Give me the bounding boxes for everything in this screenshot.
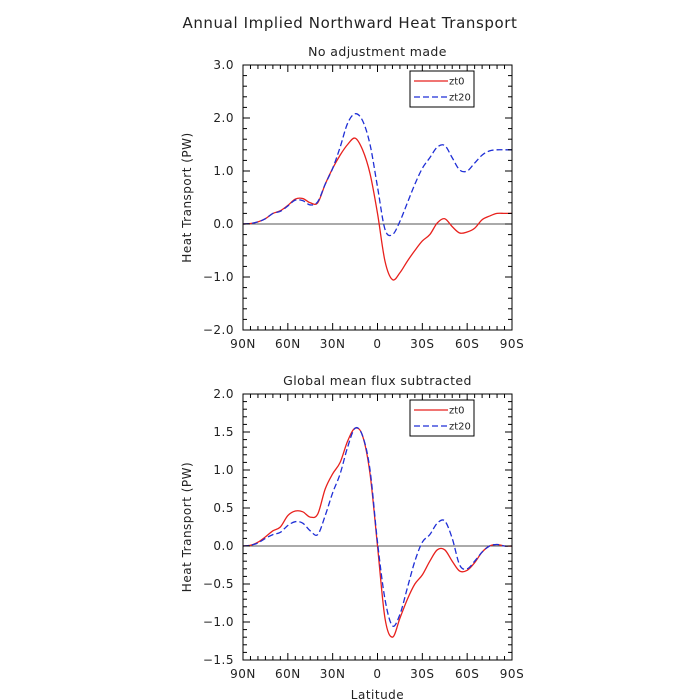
legend-box	[409, 399, 475, 437]
x-tick-label: 90N	[230, 337, 256, 351]
panel-title: Global mean flux subtracted	[283, 373, 472, 388]
y-tick-label: −2.0	[203, 323, 234, 337]
chart-panels: No adjustment made 90N 60N 30N 0 30S 60S 90S 3.0…	[180, 44, 524, 700]
series-line-zt0	[242, 427, 513, 638]
y-tick-label: −1.5	[203, 653, 234, 667]
series-line-zt20	[242, 113, 512, 237]
chart-panel-2: Global mean flux subtracted 90N 60N 30N 0 30S…	[180, 373, 524, 700]
y-tick-label: −1.0	[203, 615, 234, 629]
y-tick-label: 1.5	[213, 425, 234, 439]
legend-label-zt0: zt0	[449, 406, 465, 417]
x-tick-label: 90S	[500, 337, 524, 351]
legend-box	[409, 70, 475, 108]
y-axis-label: Heat Transport (PW)	[180, 132, 194, 262]
x-tick-label: 90N	[230, 667, 256, 681]
y-tick-label: 0.0	[213, 217, 234, 231]
y-tick-label: 2.0	[213, 387, 234, 401]
x-tick-label: 30N	[320, 337, 346, 351]
legend-label-zt20: zt20	[449, 422, 471, 433]
x-tick-label: 60N	[275, 667, 301, 681]
series-line-zt0	[242, 137, 512, 281]
y-axis-label: Heat Transport (PW)	[180, 462, 194, 592]
x-tick-label: 60S	[455, 667, 479, 681]
y-tick-label: 0.5	[213, 501, 234, 515]
y-tick-label: 1.0	[213, 164, 234, 178]
x-tick-label: 30S	[410, 337, 434, 351]
x-tick-label: 30N	[320, 667, 346, 681]
y-tick-label: −0.5	[203, 577, 234, 591]
y-tick-label: 2.0	[213, 111, 234, 125]
y-tick-label: 1.0	[213, 463, 234, 477]
x-tick-label: 60N	[275, 337, 301, 351]
figure-title: Annual Implied Northward Heat Transport	[182, 14, 517, 32]
series-line-zt20	[242, 426, 513, 627]
y-tick-label: −1.0	[203, 270, 234, 284]
x-tick-label: 90S	[500, 667, 524, 681]
x-axis-label: Latitude	[351, 688, 404, 700]
x-tick-label: 0	[373, 337, 381, 351]
y-tick-label: 3.0	[213, 58, 234, 72]
chart-panel-1: No adjustment made 90N 60N 30N 0 30S 60S 90S 3.0…	[180, 44, 524, 351]
legend-label-zt20: zt20	[449, 93, 471, 104]
panel-title: No adjustment made	[308, 44, 447, 59]
y-tick-label: 0.0	[213, 539, 234, 553]
x-tick-label: 60S	[455, 337, 479, 351]
legend-label-zt0: zt0	[449, 77, 465, 88]
x-tick-label: 30S	[410, 667, 434, 681]
x-tick-label: 0	[373, 667, 381, 681]
